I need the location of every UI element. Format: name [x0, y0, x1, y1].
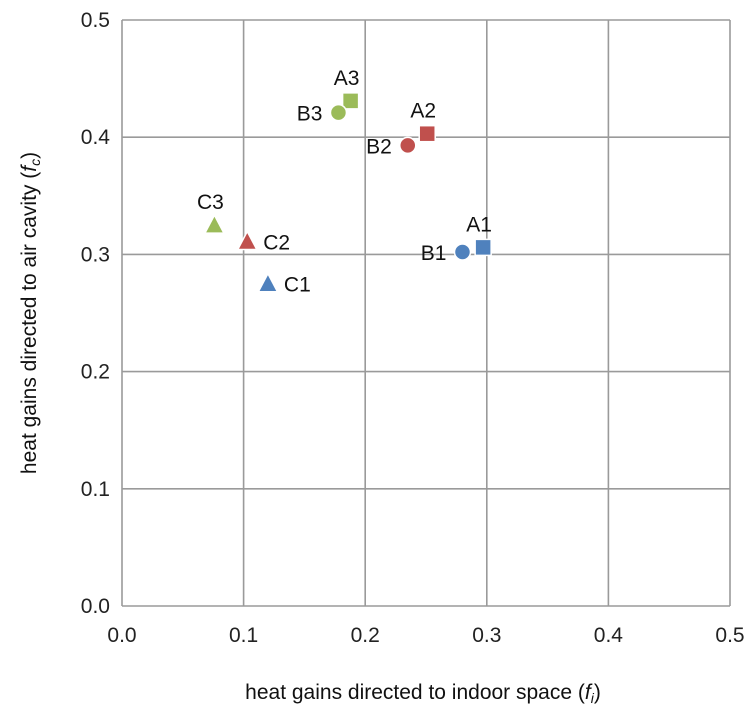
point-a3-label: A3: [334, 67, 360, 90]
point-b1-marker: [453, 243, 472, 261]
point-b1-label: B1: [421, 242, 447, 265]
point-c1-label: C1: [284, 274, 311, 297]
x-tick-label: 0.4: [594, 624, 624, 647]
x-tick-label: 0.1: [229, 624, 258, 647]
point-b3-marker: [329, 103, 348, 122]
point-a1-marker: [474, 238, 492, 257]
y-tick-label: 0.0: [81, 595, 110, 618]
x-tick-label: 0.3: [472, 624, 501, 647]
x-tick-label: 0.5: [715, 624, 744, 647]
point-c2-label: C2: [263, 232, 290, 255]
point-c2-marker: [236, 229, 258, 251]
point-a1-label: A1: [466, 213, 492, 236]
point-a2-label: A2: [410, 100, 436, 123]
point-c3-marker: [203, 213, 226, 234]
x-tick-label: 0.2: [351, 624, 380, 647]
x-axis-title: heat gains directed to indoor space (fi): [245, 681, 601, 706]
point-b2-marker: [399, 136, 417, 155]
y-tick-label: 0.2: [81, 361, 110, 384]
point-c1-marker: [257, 272, 279, 293]
y-axis-title: heat gains directed to air cavity (fc): [18, 152, 43, 474]
y-tick-label: 0.3: [81, 243, 110, 266]
point-a2-marker: [418, 124, 436, 143]
tick-labels: 0.0 0.1 0.2 0.3 0.4 0.5 0.0 0.1 0.2 0.3 0.4 0.5: [81, 9, 745, 647]
point-b2-label: B2: [366, 135, 392, 158]
point-a3-marker: [341, 92, 360, 110]
plot-area: [122, 20, 730, 606]
x-tick-label: 0.0: [107, 624, 136, 647]
y-tick-label: 0.1: [81, 478, 110, 501]
y-tick-label: 0.4: [81, 126, 111, 149]
data-points: A1 B1 C1 A2 B2 C2 A3 B3 C3: [197, 67, 492, 297]
point-b3-label: B3: [297, 103, 323, 126]
point-c3-label: C3: [197, 191, 224, 214]
y-tick-label: 0.5: [81, 9, 110, 32]
